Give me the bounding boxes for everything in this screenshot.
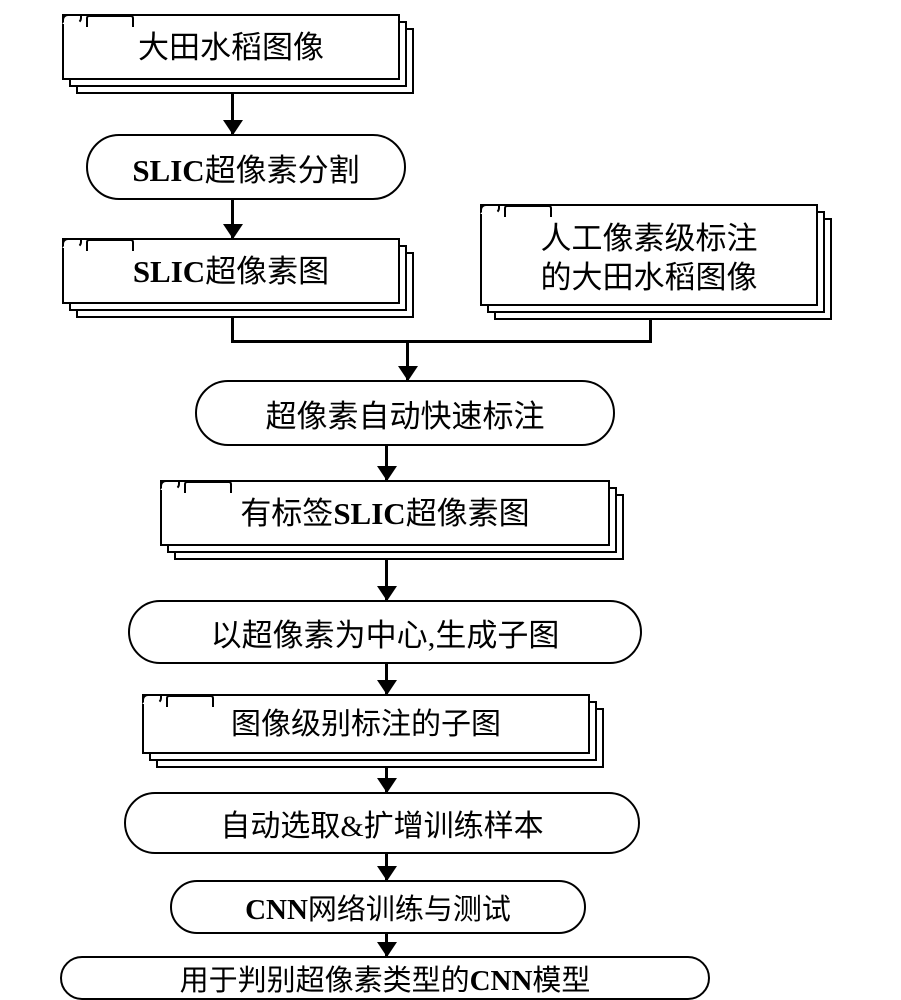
arrowhead xyxy=(377,866,397,881)
node-auto-annot-label: 超像素自动快速标注 xyxy=(266,391,545,436)
arrowhead xyxy=(377,778,397,793)
edge-merge-left-drop xyxy=(231,318,234,342)
node-labeled-slic-pre: 有标签 xyxy=(240,496,333,531)
flowchart-canvas: 大田水稻图像 SLIC超像素分割 SLIC超像素图 人工像素级标注的大田水稻图像 xyxy=(0,0,901,1000)
node-cnn-model: 用于判别超像素类型的CNN模型 xyxy=(60,956,710,1000)
node-gen-subimg: 以超像素为中心,生成子图 xyxy=(128,600,642,664)
node-gen-subimg-label: 以超像素为中心,生成子图 xyxy=(211,610,560,655)
node-labeled-slic: 有标签SLIC超像素图 xyxy=(160,480,624,560)
node-select-augment-label: 自动选取&扩增训练样本 xyxy=(220,801,543,845)
node-cnn-train-label: 网络训练与测试 xyxy=(308,894,511,926)
node-img-level-sub-label: 图像级别标注的子图 xyxy=(231,706,501,744)
node-manual-annot: 人工像素级标注的大田水稻图像 xyxy=(480,204,832,320)
node-rice-image: 大田水稻图像 xyxy=(62,14,414,94)
node-slic-map-label: 超像素图 xyxy=(205,254,329,289)
node-cnn-model-post: 模型 xyxy=(532,965,590,997)
node-cnn-train: CNN网络训练与测试 xyxy=(170,880,586,934)
arrowhead xyxy=(377,586,397,601)
node-slic-map: SLIC超像素图 xyxy=(62,238,414,318)
node-img-level-sub: 图像级别标注的子图 xyxy=(142,694,604,768)
arrowhead xyxy=(223,224,243,239)
arrowhead xyxy=(377,466,397,481)
node-slic-seg-label: 超像素分割 xyxy=(205,153,360,188)
edge-merge-horiz xyxy=(231,340,652,343)
node-rice-image-label: 大田水稻图像 xyxy=(138,29,324,68)
arrowhead xyxy=(377,942,397,957)
arrowhead xyxy=(223,120,243,135)
node-select-augment: 自动选取&扩增训练样本 xyxy=(124,792,640,854)
node-manual-annot-label: 人工像素级标注的大田水稻图像 xyxy=(541,220,758,298)
arrowhead xyxy=(398,366,418,381)
node-cnn-model-pre: 用于判别超像素类型的 xyxy=(180,965,470,997)
arrowhead xyxy=(377,680,397,695)
node-auto-annot: 超像素自动快速标注 xyxy=(195,380,615,446)
node-labeled-slic-post: 超像素图 xyxy=(406,496,530,531)
edge-merge-right-drop xyxy=(649,320,652,342)
node-slic-seg: SLIC超像素分割 xyxy=(86,134,406,200)
